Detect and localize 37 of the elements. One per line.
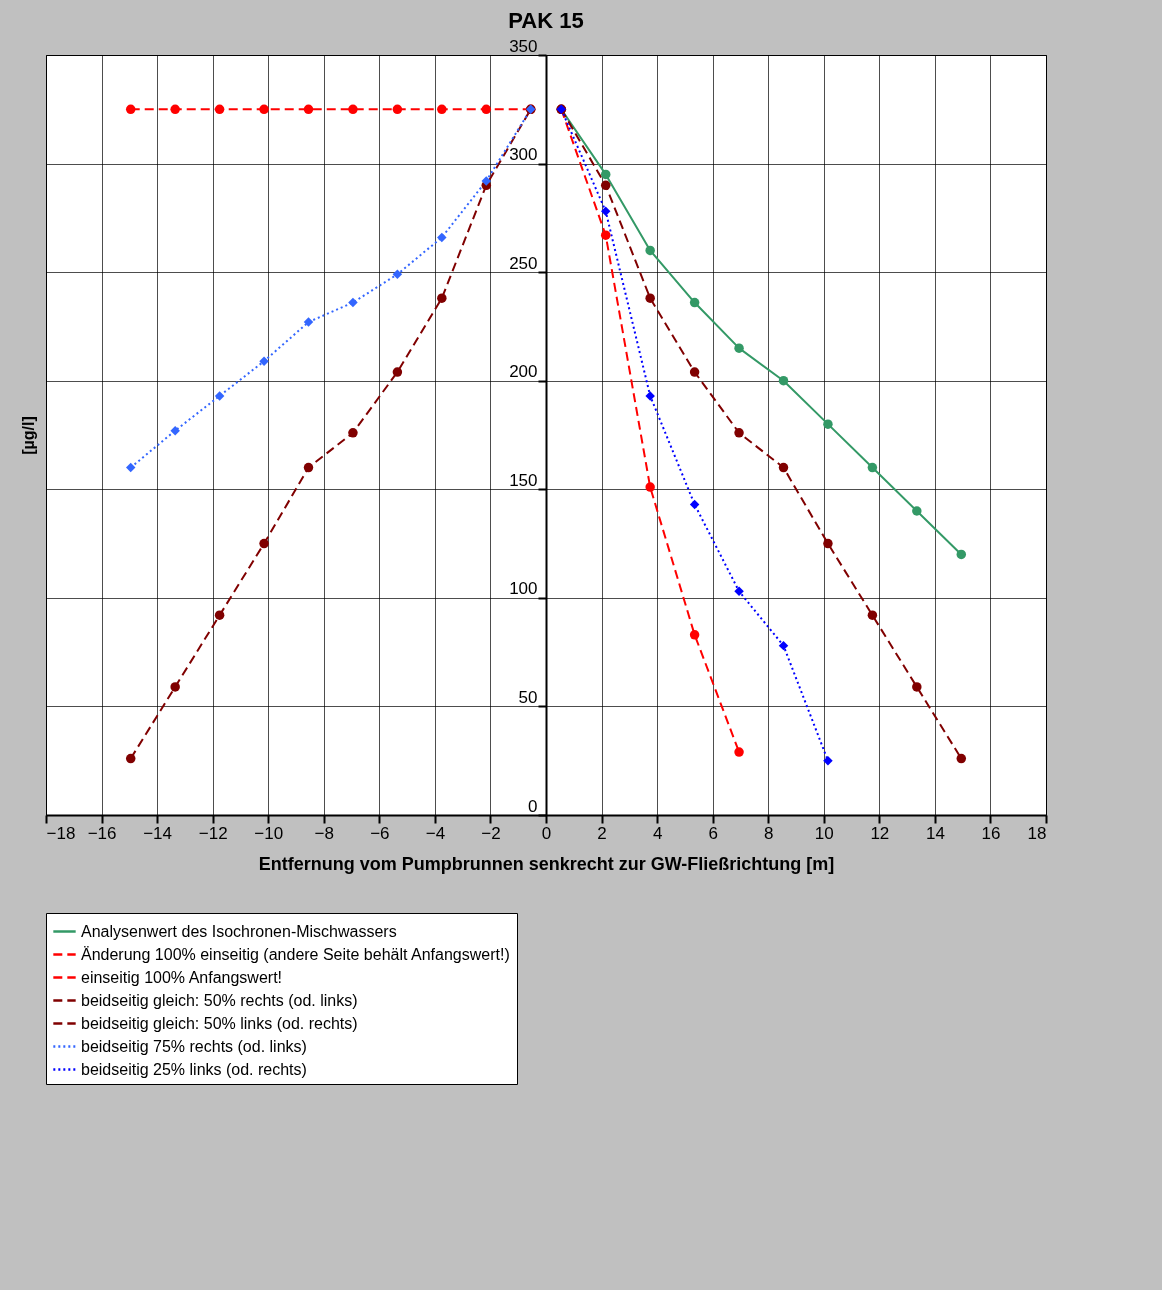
legend-label: beidseitig gleich: 50% links (od. rechts) [81,1014,358,1032]
x-tick-label: 6 [708,823,718,843]
legend-label: beidseitig 75% rechts (od. links) [81,1037,307,1055]
y-tick-label: 100 [509,579,538,599]
x-tick-label: −14 [143,823,173,843]
x-tick-label: 2 [597,823,607,843]
x-tick-label: −4 [425,823,446,843]
x-tick-label: 12 [870,823,890,843]
legend-label: Analysenwert des Isochronen-Mischwassers [81,922,397,940]
x-axis-title: Entfernung vom Pumpbrunnen senkrecht zur GW-Fließrichtung [m] [258,853,835,874]
y-tick-label: 50 [518,687,538,707]
legend-label: einseitig 100% Anfangswert! [81,968,283,986]
x-tick-label: −16 [87,823,117,843]
x-tick-label: −12 [198,823,228,843]
x-tick-label: 8 [763,823,774,843]
x-tick-label: −10 [254,823,284,843]
x-tick-label: −2 [481,823,501,843]
legend-label: beidseitig gleich: 50% rechts (od. links) [81,991,358,1009]
y-tick-label: 200 [509,362,538,382]
y-tick-label: 300 [509,145,538,165]
x-tick-label: 18 [1027,823,1047,843]
x-tick-label: 10 [814,823,834,843]
chart-title: PAK 15 [508,8,584,33]
x-tick-label: 14 [925,823,945,843]
x-tick-label: 4 [652,823,663,843]
y-tick-label: 150 [509,470,538,490]
y-axis-title: [µg/l] [19,416,37,455]
x-tick-label: −18 [46,823,76,843]
x-tick-label: 0 [541,823,552,843]
legend-label: Änderung 100% einseitig (andere Seite behält Anfangswert!) [81,945,510,963]
x-tick-label: −8 [314,823,334,843]
y-tick-label: 350 [509,36,538,56]
x-tick-label: −6 [370,823,390,843]
y-tick-label: 250 [509,253,538,273]
legend-label: beidseitig 25% links (od. rechts) [81,1060,307,1078]
y-tick-label: 0 [528,796,538,816]
x-tick-label: 16 [981,823,1001,843]
